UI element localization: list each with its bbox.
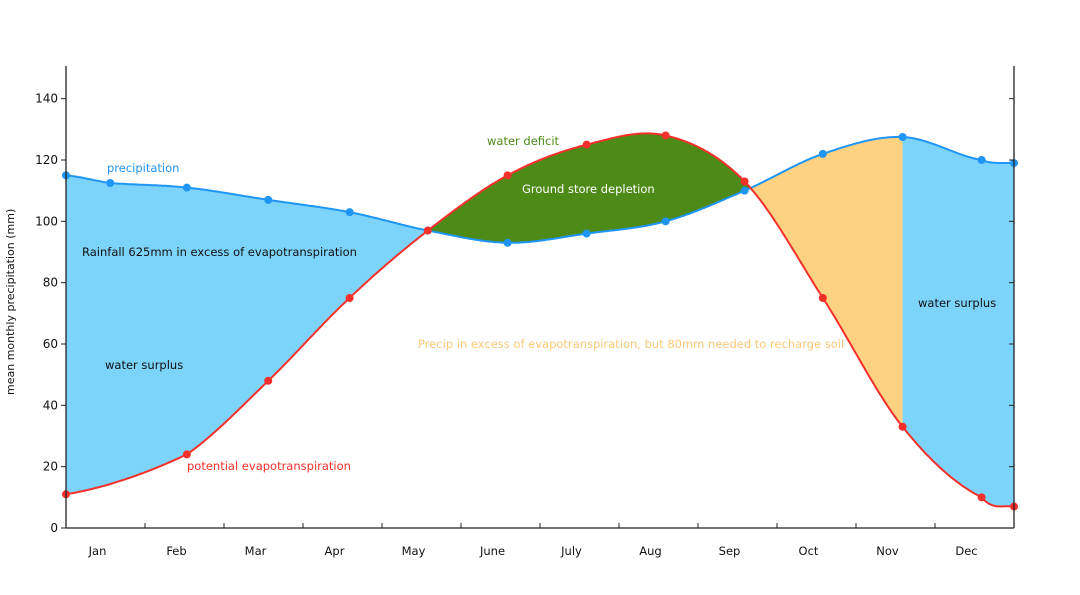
x-tick-label: Dec: [955, 544, 977, 558]
evapotranspiration-point: [423, 226, 432, 235]
precipitation-point: [503, 238, 512, 247]
x-tick-label: Sep: [719, 544, 741, 558]
evapotranspiration-point: [264, 376, 273, 385]
y-tick-label: 140: [35, 92, 58, 106]
evapotranspiration-line: [65, 132, 1015, 508]
surplus-area-right: [902, 137, 1014, 507]
precipitation-point: [182, 183, 191, 192]
x-tick-label: Oct: [799, 544, 819, 558]
surplus-area-left: [66, 175, 429, 495]
x-tick-label: Jan: [88, 544, 107, 558]
y-tick-label: 80: [43, 276, 58, 290]
y-tick-label: 20: [43, 460, 58, 474]
evapotranspiration-point: [582, 140, 591, 149]
precipitation-point: [818, 149, 827, 158]
y-tick-label: 40: [43, 398, 58, 412]
evapotranspiration-point: [818, 294, 827, 302]
x-tick-label: Nov: [876, 544, 899, 558]
precipitation-point: [264, 195, 273, 204]
legend-evapotranspiration: potential evapotranspiration: [187, 459, 351, 473]
deficit-area: [428, 133, 751, 243]
evapotranspiration-point: [345, 294, 354, 302]
recharge-area: [750, 136, 903, 427]
x-tick-label: Mar: [245, 544, 267, 558]
x-tick-label: June: [479, 544, 505, 558]
precipitation-point: [106, 179, 115, 187]
annotation-surplus-left: water surplus: [105, 358, 184, 372]
evapotranspiration-point: [661, 131, 670, 140]
evapotranspiration-point: [182, 450, 191, 459]
legend-precipitation: precipitation: [107, 161, 180, 175]
annotation-rainfall: Rainfall 625mm in excess of evapotranspi…: [82, 245, 357, 259]
evapotranspiration-point: [898, 422, 907, 431]
y-tick-label: 100: [35, 214, 58, 228]
evapotranspiration-point: [740, 177, 749, 186]
precipitation-point: [661, 217, 670, 226]
precipitation-point: [898, 133, 907, 141]
x-tick-label: Feb: [166, 544, 186, 558]
precipitation-point: [582, 229, 591, 238]
annotation-recharge: Precip in excess of evapotranspiration, …: [418, 337, 845, 351]
y-tick-label: 60: [43, 337, 58, 351]
y-tick-label: 120: [35, 153, 58, 167]
precipitation-point: [740, 186, 749, 195]
annotation-depletion: Ground store depletion: [522, 182, 655, 196]
precipitation-point: [977, 156, 986, 164]
evapotranspiration-point: [503, 171, 512, 180]
y-axis-label: mean monthly precipitation (mm): [4, 208, 17, 395]
x-tick-label: Apr: [325, 544, 345, 558]
precipitation-point: [345, 208, 354, 217]
evapotranspiration-point: [977, 493, 986, 502]
x-tick-label: May: [402, 544, 426, 558]
x-tick-label: July: [560, 544, 582, 558]
annotation-deficit: water deficit: [487, 134, 560, 148]
y-tick-label: 0: [50, 521, 58, 535]
x-tick-label: Aug: [639, 544, 661, 558]
annotation-surplus-right: water surplus: [918, 296, 997, 310]
precipitation-line: [65, 135, 1015, 244]
